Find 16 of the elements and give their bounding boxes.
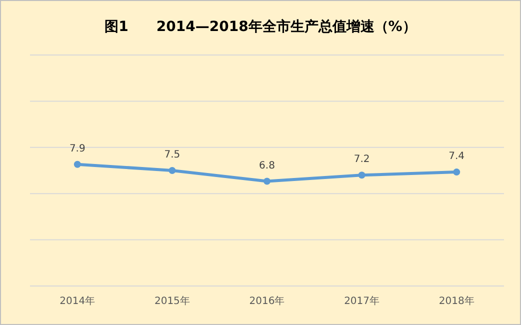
point	[74, 160, 81, 168]
x-tick-label: 2015年	[154, 295, 190, 307]
point	[453, 168, 460, 176]
data-label: 7.4	[448, 151, 465, 162]
point	[168, 167, 176, 174]
data-label: 7.5	[164, 150, 180, 160]
x-tick-label: 2016年	[249, 295, 285, 307]
x-tick-label: 2014年	[60, 295, 96, 307]
data-label: 7.2	[354, 154, 370, 166]
chart-title: 图1 2014—2018年全市生产总值增速（%）	[104, 18, 416, 35]
x-tick-label: 2018年	[438, 295, 474, 307]
data-label: 7.9	[69, 143, 86, 154]
data-label: 6.8	[259, 160, 275, 172]
x-tick-label: 2017年	[344, 295, 380, 307]
point	[358, 172, 366, 179]
point	[264, 178, 270, 185]
